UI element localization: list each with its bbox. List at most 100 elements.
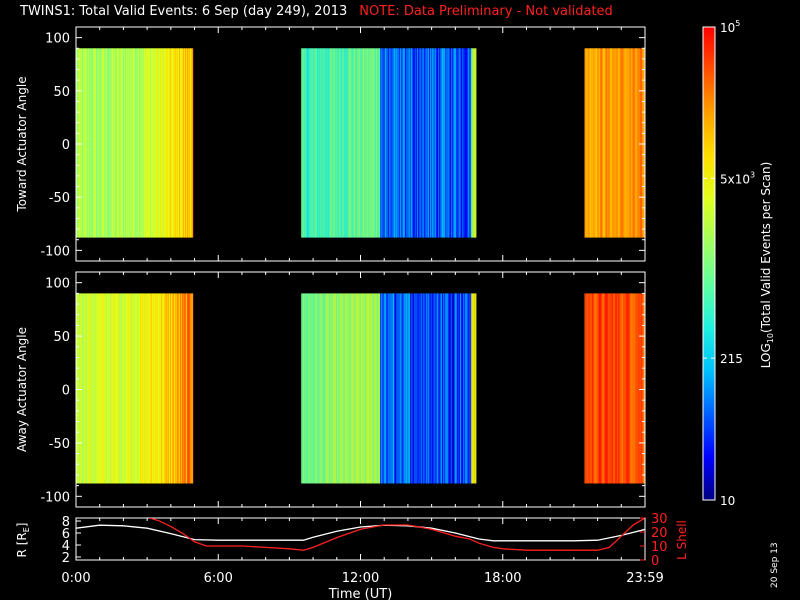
heatmap-column (376, 293, 378, 484)
heatmap-column (321, 48, 323, 238)
heatmap-column (315, 48, 317, 238)
heatmap-column (111, 48, 113, 238)
heatmap-column (597, 293, 599, 484)
heatmap-column (120, 293, 122, 484)
heatmap-column (128, 48, 130, 238)
heatmap-column (304, 48, 306, 238)
heatmap-column (443, 48, 445, 238)
heatmap-column (333, 293, 335, 484)
heatmap-column (129, 293, 131, 484)
heatmap-column (591, 293, 593, 484)
heatmap-column (94, 293, 96, 484)
colorbar-label: LOG10(Total Valid Events per Scan) (759, 162, 775, 369)
heatmap-column (367, 293, 369, 484)
heatmap-column (417, 48, 419, 238)
heatmap-column (610, 293, 612, 484)
heatmap-column (613, 293, 615, 484)
heatmap-column (190, 48, 192, 238)
heatmap-column (394, 293, 396, 484)
l-shell-line (149, 518, 645, 551)
heatmap-column (377, 293, 379, 484)
heatmap-column (391, 293, 393, 484)
heatmap-column (336, 48, 338, 238)
heatmap-column (393, 48, 395, 238)
heatmap-column (375, 293, 377, 484)
heatmap-column (187, 48, 189, 238)
heatmap-column (337, 48, 339, 238)
heatmap-column (312, 293, 314, 484)
heatmap-column (631, 48, 633, 238)
heatmap-column (388, 293, 390, 484)
heatmap-column (386, 48, 388, 238)
heatmap-column (599, 293, 601, 484)
heatmap-column (110, 48, 112, 238)
heatmap-column (164, 48, 166, 238)
heatmap-column (103, 48, 105, 238)
heatmap-column (371, 293, 373, 484)
heatmap-column (403, 293, 405, 484)
heatmap-column (179, 48, 181, 238)
heatmap-column (469, 293, 471, 484)
heatmap-column (633, 293, 635, 484)
heatmap-column (378, 293, 380, 484)
heatmap-column (138, 48, 140, 238)
y-tick-label: 4 (62, 539, 70, 554)
heatmap-column (360, 48, 362, 238)
heatmap-column (411, 48, 413, 238)
heatmap-column (627, 48, 629, 238)
heatmap-column (431, 293, 433, 484)
heatmap-column (331, 48, 333, 238)
heatmap-column (595, 48, 597, 238)
heatmap-column (306, 293, 308, 484)
heatmap-column (185, 48, 187, 238)
y-tick-label: -50 (49, 437, 70, 452)
y-tick-label: 100 (45, 32, 70, 47)
heatmap-column (438, 293, 440, 484)
heatmap-column (416, 293, 418, 484)
heatmap-column (413, 48, 415, 238)
heatmap-column (184, 48, 186, 238)
heatmap-column (622, 48, 624, 238)
heatmap-column (601, 48, 603, 238)
heatmap-column (309, 48, 311, 238)
heatmap-column (390, 48, 392, 238)
heatmap-column (78, 48, 80, 238)
heatmap-column (111, 293, 113, 484)
heatmap-column (118, 48, 120, 238)
heatmap-column (394, 48, 396, 238)
heatmap-column (414, 293, 416, 484)
heatmap-column (471, 293, 473, 484)
heatmap-column (397, 48, 399, 238)
heatmap-column (610, 48, 612, 238)
heatmap-column (315, 293, 317, 484)
heatmap-column (387, 293, 389, 484)
heatmap-column (445, 293, 447, 484)
heatmap-column (584, 48, 586, 238)
heatmap-column (423, 48, 425, 238)
heatmap-column (327, 48, 329, 238)
heatmap-column (313, 293, 315, 484)
heatmap-column (353, 293, 355, 484)
heatmap-column (318, 48, 320, 238)
y-tick-label: 50 (53, 85, 70, 100)
heatmap-column (467, 48, 469, 238)
heatmap-column (452, 48, 454, 238)
heatmap-column (643, 48, 645, 238)
heatmap-column (457, 48, 459, 238)
heatmap-column (358, 293, 360, 484)
heatmap-column (473, 293, 475, 484)
heatmap-column (142, 48, 144, 238)
x-tick-label: 18:00 (484, 571, 521, 586)
heatmap-column (126, 293, 128, 484)
heatmap-column (322, 48, 324, 238)
heatmap-column (356, 48, 358, 238)
heatmap-segment (584, 293, 645, 484)
heatmap-column (419, 293, 421, 484)
heatmap-column (182, 293, 184, 484)
heatmap-column (179, 293, 181, 484)
heatmap-column (157, 293, 159, 484)
heatmap-column (116, 293, 118, 484)
heatmap-column (641, 48, 643, 238)
heatmap-column (148, 48, 150, 238)
heatmap-column (447, 48, 449, 238)
